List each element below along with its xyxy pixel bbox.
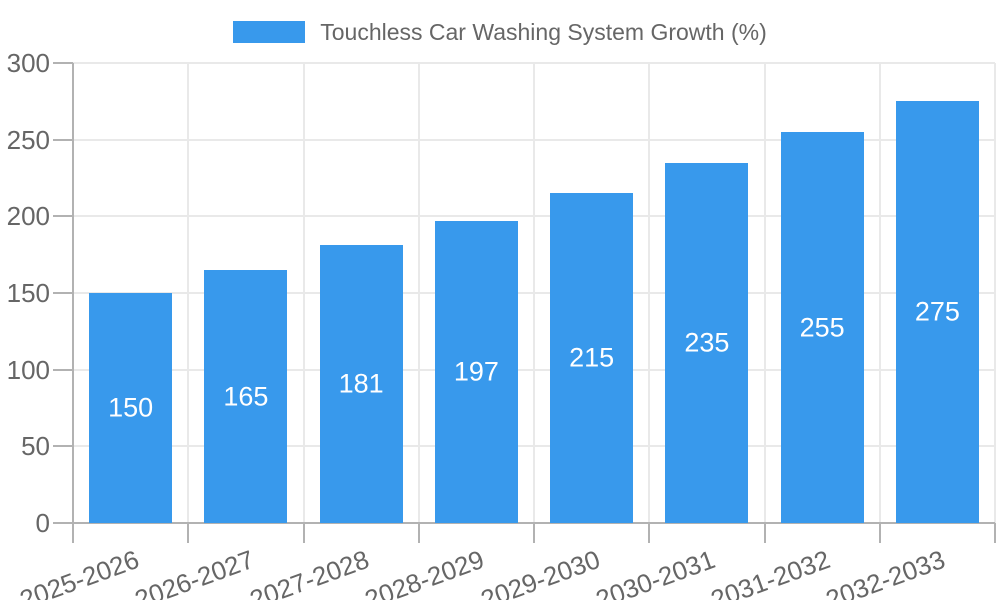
- gridline-v: [994, 63, 996, 523]
- y-tick-mark: [53, 62, 73, 64]
- x-tick-label: 2031-2032: [706, 544, 835, 600]
- legend-swatch[interactable]: [233, 21, 306, 43]
- gridline-v: [303, 63, 305, 523]
- x-tick-mark: [187, 523, 189, 543]
- bar-value-label: 150: [108, 392, 154, 423]
- bar-2031-2032[interactable]: [780, 132, 864, 523]
- legend-label[interactable]: Touchless Car Washing System Growth (%): [320, 18, 767, 45]
- y-tick-mark: [53, 139, 73, 141]
- x-tick-label: 2029-2030: [476, 544, 604, 600]
- bar-2026-2027[interactable]: [204, 270, 288, 523]
- bar-value-label: 197: [453, 356, 499, 387]
- x-tick-mark: [303, 523, 305, 543]
- chart-legend: Touchless Car Washing System Growth (%): [0, 18, 1000, 46]
- y-tick-label: 150: [6, 278, 50, 308]
- y-tick-label: 200: [6, 201, 50, 231]
- x-tick-mark: [533, 523, 535, 543]
- bar-value-label: 235: [684, 327, 730, 358]
- y-tick-label: 0: [35, 508, 50, 538]
- bar-2027-2028[interactable]: [319, 245, 403, 523]
- y-tick-label: 300: [6, 48, 50, 78]
- x-tick-mark: [648, 523, 650, 543]
- bar-value-label: 215: [569, 342, 615, 373]
- y-axis-line: [72, 63, 74, 523]
- bar-value-label: 275: [914, 296, 960, 327]
- x-tick-label: 2030-2031: [591, 544, 719, 600]
- y-tick-label: 50: [21, 431, 50, 461]
- x-tick-mark: [418, 523, 420, 543]
- y-tick-mark: [53, 522, 73, 524]
- y-tick-mark: [53, 445, 73, 447]
- bar-value-label: 255: [799, 312, 845, 342]
- y-tick-label: 250: [6, 125, 50, 155]
- y-tick-label: 100: [6, 355, 50, 385]
- gridline-v: [418, 63, 420, 523]
- gridline-v: [648, 63, 650, 523]
- x-tick-label: 2026-2027: [130, 544, 258, 600]
- bar-2029-2030[interactable]: [550, 193, 634, 523]
- bar-2030-2031[interactable]: [665, 162, 749, 523]
- gridline-v: [187, 63, 189, 523]
- x-tick-mark: [994, 523, 996, 543]
- y-tick-mark: [53, 292, 73, 294]
- gridline-v: [879, 63, 881, 523]
- x-tick-label: 2032-2033: [822, 544, 950, 600]
- bar-2025-2026[interactable]: [89, 293, 173, 523]
- bar-value-label: 165: [223, 381, 269, 411]
- gridline-v: [533, 63, 535, 523]
- bar-2032-2033[interactable]: [895, 101, 979, 523]
- x-tick-mark: [879, 523, 881, 543]
- x-tick-mark: [764, 523, 766, 543]
- x-axis-line: [73, 522, 995, 524]
- x-tick-label: 2025-2026: [15, 544, 143, 600]
- gridline-v: [764, 63, 766, 523]
- x-tick-mark: [72, 523, 74, 543]
- bar-2028-2029[interactable]: [434, 220, 518, 523]
- x-tick-label: 2028-2029: [361, 544, 489, 600]
- y-tick-mark: [53, 215, 73, 217]
- bar-value-label: 181: [338, 368, 384, 399]
- x-tick-label: 2027-2028: [245, 544, 374, 600]
- y-tick-mark: [53, 369, 73, 371]
